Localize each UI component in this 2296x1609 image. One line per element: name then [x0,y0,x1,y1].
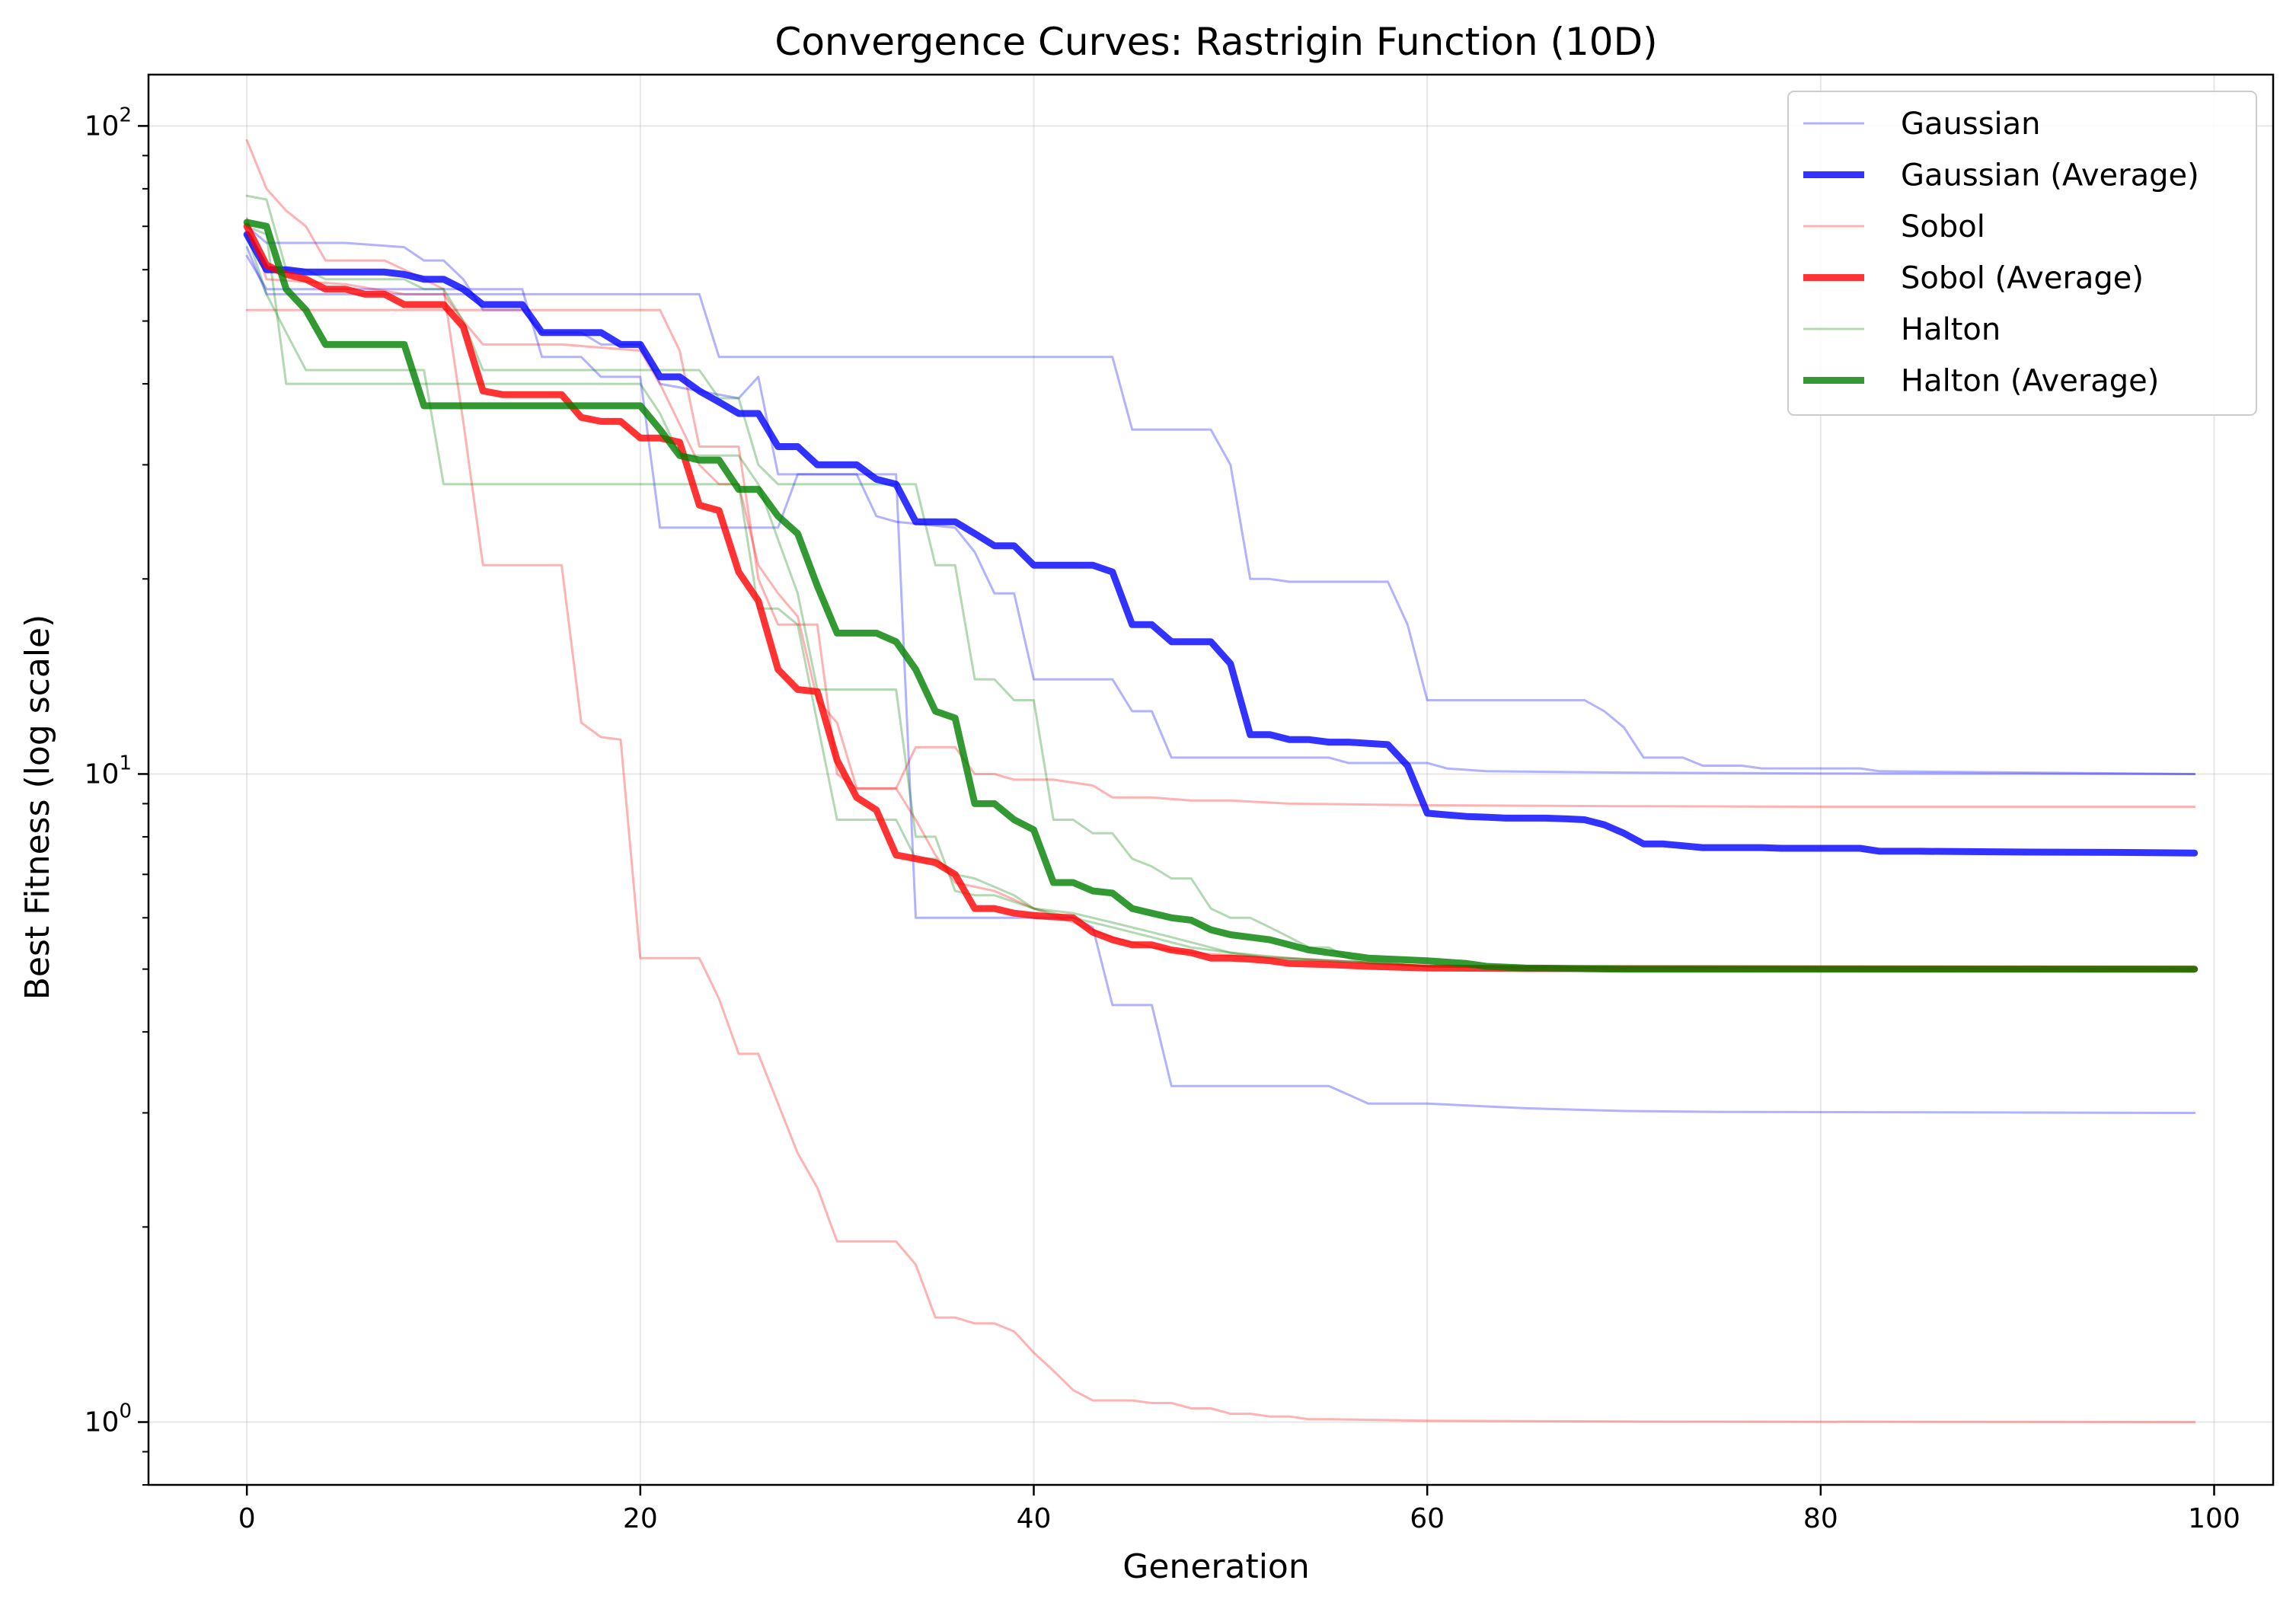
y-tick-base-0: 10 [85,1407,120,1438]
y-tick-exp-0: 0 [119,1400,132,1423]
y-tick-label-1: 101 [85,752,132,790]
plot-frame [147,73,2275,1486]
x-axis-label: Generation [1122,1547,1309,1586]
chart-title: Convergence Curves: Rastrigin Function (… [774,20,1657,64]
halton-run-line-1 [245,194,2196,971]
series-lines [243,139,2199,1423]
y-tick-exp-1: 1 [119,752,132,774]
gaussian-run-line-3 [245,225,2196,775]
halton-avg-line-1 [243,219,2199,973]
legend-label-4: Halton [1901,312,2001,347]
x-tick-label-2: 40 [1017,1503,1052,1534]
legend-label-5: Halton (Average) [1901,364,2159,399]
x-tick-label-0: 0 [238,1503,256,1534]
x-tick-label-3: 60 [1410,1503,1445,1534]
y-tick-exp-2: 2 [119,104,132,126]
y-tick-base-1: 10 [85,758,120,790]
gaussian-avg-line-1 [243,231,2199,857]
y-tick-base-2: 10 [85,110,120,142]
legend-label-2: Sobol [1901,209,1985,244]
sobol-avg-line-1 [243,222,2199,973]
legend-box [1787,91,2257,416]
sobol-run-line-1 [245,139,2196,1423]
x-tick-label-1: 20 [623,1503,658,1534]
y-axis-label: Best Fitness (log scale) [18,615,57,1001]
y-tick-label-0: 100 [85,1400,132,1438]
legend: Gaussian Gaussian (Average) Sobol Sobol (Av… [1787,91,2257,416]
halton-run-line-3 [245,225,2196,971]
legend-label-0: Gaussian [1901,107,2041,142]
gaussian-run-line-1 [245,246,2196,775]
legend-label-3: Sobol (Average) [1901,261,2144,296]
x-tick-label-5: 100 [2188,1503,2240,1534]
legend-label-1: Gaussian (Average) [1901,158,2199,193]
halton-run-line-2 [245,233,2196,971]
x-tick-label-4: 80 [1803,1503,1838,1534]
y-tick-label-2: 102 [85,104,132,142]
